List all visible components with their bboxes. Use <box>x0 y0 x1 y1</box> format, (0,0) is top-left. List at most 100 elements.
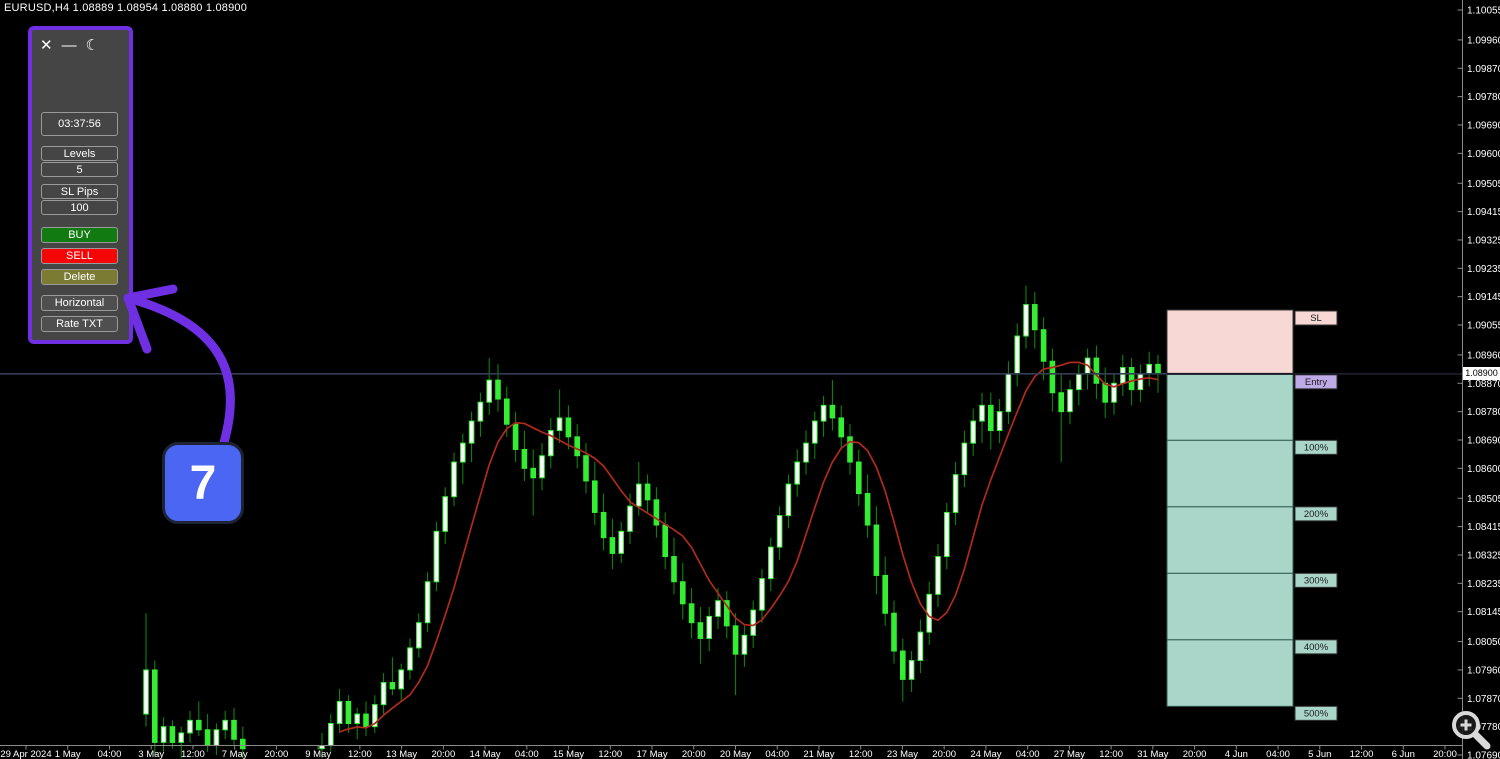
step-badge: 7 <box>162 442 244 524</box>
time-axis-label: 5 Jun <box>1308 749 1331 759</box>
price-axis-label: 1.09960 <box>1467 35 1500 46</box>
price-axis-label: 1.08690 <box>1467 435 1500 446</box>
zone-tag-100%-label: 100% <box>1304 442 1329 453</box>
time-axis-label: 15 May <box>553 749 584 759</box>
time-axis-label: 20:00 <box>431 749 455 759</box>
price-axis-label: 1.09235 <box>1467 264 1500 275</box>
time-axis-label: 04:00 <box>765 749 789 759</box>
time-axis-label: 20:00 <box>265 749 289 759</box>
price-axis-label: 1.08325 <box>1467 550 1500 561</box>
rate-txt-button[interactable]: Rate TXT <box>41 316 118 332</box>
zone-tag-500%[interactable] <box>1294 705 1338 721</box>
price-axis-label: 1.09145 <box>1467 292 1500 303</box>
time-axis-label: 29 Apr 2024 <box>0 749 51 759</box>
time-axis-label: 12:00 <box>849 749 873 759</box>
price-axis-label: 1.07960 <box>1467 665 1500 676</box>
buy-button[interactable]: BUY <box>41 227 118 243</box>
price-axis-label: 1.08960 <box>1467 350 1500 361</box>
zone-tag-400%-label: 400% <box>1304 642 1329 653</box>
price-axis-label: 1.08780 <box>1467 407 1500 418</box>
time-axis-label: 12:00 <box>1099 749 1123 759</box>
time-axis-label: 12:00 <box>598 749 622 759</box>
time-axis-label: 12:00 <box>181 749 205 759</box>
price-axis-label: 1.09055 <box>1467 321 1500 332</box>
time-axis-label: 04:00 <box>515 749 539 759</box>
zone-tag-500%-label: 500% <box>1304 708 1329 719</box>
time-axis-label: 20:00 <box>1433 749 1457 759</box>
profit-zone-box[interactable] <box>1166 373 1294 441</box>
time-axis-label: 9 May <box>305 749 331 759</box>
zone-tag-entry-label: Entry <box>1305 377 1327 388</box>
price-axis-label: 1.10055 <box>1467 6 1500 17</box>
time-axis-label: 20:00 <box>1183 749 1207 759</box>
price-axis-label: 1.08050 <box>1467 637 1500 648</box>
zone-tag-200%-label: 200% <box>1304 509 1329 520</box>
time-axis-label: 04:00 <box>1016 749 1040 759</box>
price-axis-label: 1.09870 <box>1467 64 1500 75</box>
time-axis-label: 04:00 <box>1266 749 1290 759</box>
profit-zone-box[interactable] <box>1166 439 1294 508</box>
time-axis-label: 3 May <box>138 749 164 759</box>
chart-ohlc-info: EURUSD,H4 1.08889 1.08954 1.08880 1.0890… <box>4 2 248 14</box>
levels-label-button[interactable]: Levels <box>41 146 118 161</box>
zone-tag-400%[interactable] <box>1294 639 1338 655</box>
price-axis-label: 1.07780 <box>1467 722 1500 733</box>
close-icon[interactable]: ✕ <box>40 37 53 54</box>
horizontal-button[interactable]: Horizontal <box>41 295 118 311</box>
time-axis-label: 1 May <box>55 749 81 759</box>
price-axis-label: 1.08145 <box>1467 607 1500 618</box>
zone-tag-100%[interactable] <box>1294 439 1338 455</box>
delete-button[interactable]: Delete <box>41 269 118 285</box>
candles-group <box>143 285 1161 759</box>
price-axis-label: 1.09325 <box>1467 235 1500 246</box>
price-axis-label: 1.08600 <box>1467 464 1500 475</box>
sl-zone-box[interactable] <box>1166 309 1294 375</box>
zone-tag-300%-label: 300% <box>1304 575 1329 586</box>
moon-icon[interactable]: ☾ <box>85 37 100 54</box>
time-axis-label: 27 May <box>1054 749 1085 759</box>
levels-value-field[interactable]: 5 <box>41 162 118 177</box>
price-axis-label: 1.07870 <box>1467 694 1500 705</box>
profit-zone-box[interactable] <box>1166 506 1294 574</box>
price-axis-label: 1.09415 <box>1467 207 1500 218</box>
sell-button[interactable]: SELL <box>41 248 118 264</box>
price-axis-label: 1.09600 <box>1467 149 1500 160</box>
time-axis-label: 12:00 <box>1350 749 1374 759</box>
zone-tag-300%[interactable] <box>1294 572 1338 588</box>
zone-tag-sl[interactable] <box>1294 310 1338 326</box>
time-axis-label: 20:00 <box>682 749 706 759</box>
price-axis-label: 1.07690 <box>1467 751 1500 759</box>
sl-pips-value-field[interactable]: 100 <box>41 200 118 215</box>
time-axis-label: 7 May <box>222 749 248 759</box>
ma-line <box>339 361 1159 733</box>
price-axis-label: 1.09780 <box>1467 92 1500 103</box>
annotation-highlight-box: ✕ — ☾ 03:37:56 Levels 5 SL Pips 100 BUY … <box>28 26 133 344</box>
timer-display: 03:37:56 <box>41 112 118 136</box>
price-axis-label: 1.09505 <box>1467 179 1500 190</box>
sl-pips-label-button[interactable]: SL Pips <box>41 184 118 199</box>
current-price-tag: 1.08900 <box>1463 367 1500 380</box>
profit-zone-box[interactable] <box>1166 639 1294 707</box>
price-axis-label: 1.08415 <box>1467 522 1500 533</box>
time-axis-label: 6 Jun <box>1392 749 1415 759</box>
time-axis-label: 12:00 <box>348 749 372 759</box>
zoom-icon[interactable] <box>1447 706 1495 759</box>
time-axis-label: 17 May <box>636 749 667 759</box>
profit-zone-box[interactable] <box>1166 572 1294 641</box>
time-axis-label: 13 May <box>386 749 417 759</box>
minimize-icon[interactable]: — <box>61 36 77 54</box>
time-axis-label: 04:00 <box>98 749 122 759</box>
panel-title-icons: ✕ — ☾ <box>40 36 100 55</box>
time-axis-label: 24 May <box>970 749 1001 759</box>
time-axis-label: 31 May <box>1137 749 1168 759</box>
time-axis-label: 21 May <box>803 749 834 759</box>
time-axis-label: 20:00 <box>932 749 956 759</box>
time-axis-label: 23 May <box>887 749 918 759</box>
time-axis-label: 20 May <box>720 749 751 759</box>
price-axis-label: 1.08505 <box>1467 494 1500 505</box>
zone-tag-sl-label: SL <box>1310 313 1322 324</box>
price-axis-label: 1.08235 <box>1467 579 1500 590</box>
zone-tag-200%[interactable] <box>1294 506 1338 522</box>
